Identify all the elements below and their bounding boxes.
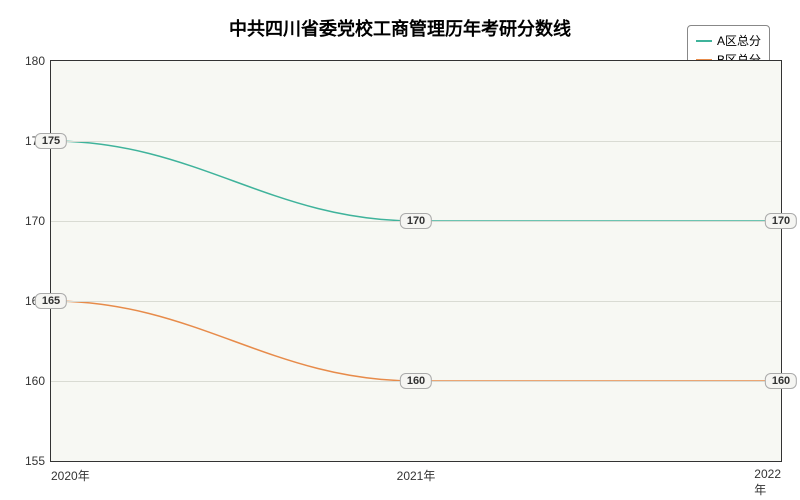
data-label: 175 xyxy=(35,133,67,149)
x-tick-label: 2020年 xyxy=(51,461,90,484)
legend-swatch-a xyxy=(696,40,712,42)
series-line xyxy=(51,141,781,221)
y-tick-label: 170 xyxy=(25,214,51,228)
plot-area: 1551601651701751802020年2021年2022年1751701… xyxy=(50,60,782,462)
y-tick-label: 180 xyxy=(25,54,51,68)
data-label: 160 xyxy=(400,373,432,389)
data-label: 165 xyxy=(35,293,67,309)
x-tick-label: 2021年 xyxy=(397,461,436,484)
data-label: 160 xyxy=(765,373,797,389)
chart-title: 中共四川省委党校工商管理历年考研分数线 xyxy=(0,15,800,41)
chart-container: 中共四川省委党校工商管理历年考研分数线 A区总分 B区总分 1551601651… xyxy=(0,0,800,500)
series-line xyxy=(51,301,781,381)
gridline xyxy=(51,141,781,142)
line-canvas xyxy=(51,61,781,461)
gridline xyxy=(51,301,781,302)
data-label: 170 xyxy=(400,213,432,229)
data-label: 170 xyxy=(765,213,797,229)
legend-label-a: A区总分 xyxy=(717,32,761,49)
y-tick-label: 160 xyxy=(25,374,51,388)
legend-item-a: A区总分 xyxy=(696,32,761,49)
y-tick-label: 155 xyxy=(25,454,51,468)
x-tick-label: 2022年 xyxy=(754,461,781,498)
